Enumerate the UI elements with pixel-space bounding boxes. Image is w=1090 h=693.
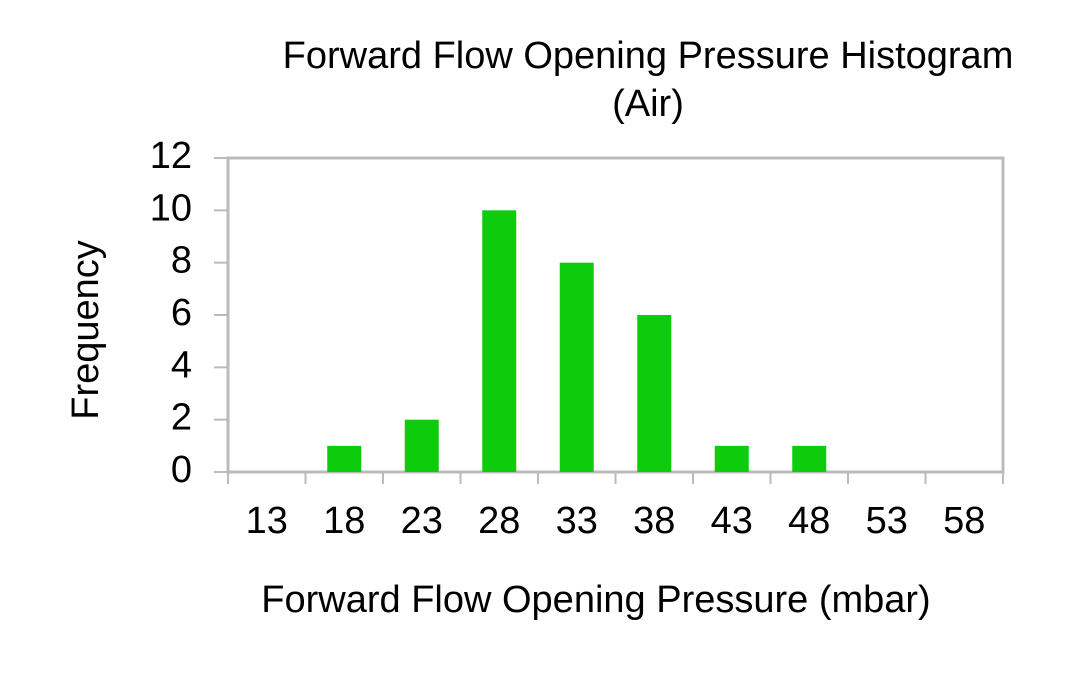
plot-area — [226, 156, 1005, 474]
x-axis-label: Forward Flow Opening Pressure (mbar) — [261, 579, 930, 621]
y-tick-label: 4 — [171, 344, 192, 386]
y-tick-label: 10 — [150, 187, 192, 229]
x-tick-label: 18 — [323, 500, 365, 542]
x-tick-label: 53 — [866, 500, 908, 542]
y-tick-label: 0 — [171, 449, 192, 491]
y-tick-label: 2 — [171, 397, 192, 439]
x-tick-label: 38 — [633, 500, 675, 542]
x-tick-label: 23 — [401, 500, 443, 542]
bar — [637, 315, 672, 472]
bar — [482, 210, 517, 473]
y-tick-label: 6 — [171, 292, 192, 334]
bar — [714, 445, 749, 472]
chart-title: Forward Flow Opening Pressure Histogram — [283, 35, 1014, 77]
x-tick-label: 13 — [246, 500, 288, 542]
bar — [327, 445, 362, 472]
bar — [559, 262, 594, 472]
chart-title: (Air) — [612, 83, 684, 125]
x-tick-label: 58 — [943, 500, 985, 542]
x-tick-label: 28 — [478, 500, 520, 542]
y-axis-label: Frequency — [65, 240, 107, 420]
bar — [404, 419, 439, 472]
x-tick-label: 33 — [556, 500, 598, 542]
x-tick-label: 48 — [788, 500, 830, 542]
x-tick-label: 43 — [711, 500, 753, 542]
y-tick-label: 8 — [171, 240, 192, 282]
bar — [792, 445, 827, 472]
y-tick-label: 12 — [150, 135, 192, 177]
